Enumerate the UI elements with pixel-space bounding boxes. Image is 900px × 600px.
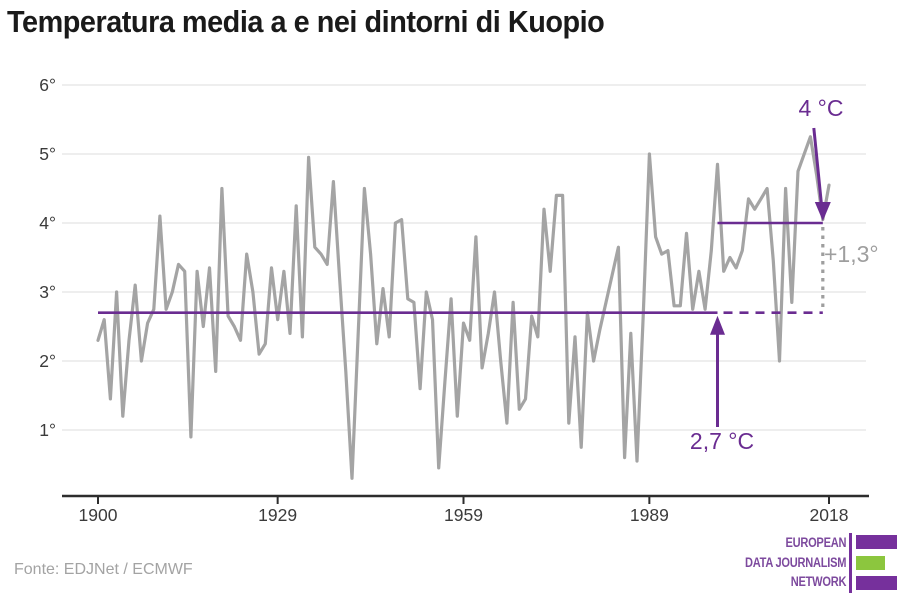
page-title: Temperatura media a e nei dintorni di Ku… bbox=[7, 4, 605, 39]
y-tick-label: 4° bbox=[39, 213, 56, 233]
y-tick-label: 6° bbox=[39, 75, 56, 95]
logo-line-network: NETWORK bbox=[790, 574, 846, 589]
arrowhead-recent-icon bbox=[814, 202, 831, 221]
logo-bars-icon bbox=[852, 533, 898, 593]
temperature-series-line bbox=[96, 135, 831, 480]
source-credit: Fonte: EDJNet / ECMWF bbox=[14, 561, 193, 578]
logo-bar-bottom bbox=[856, 576, 897, 590]
y-tick-label: 2° bbox=[39, 351, 56, 371]
logo-line-data-journalism: DATA JOURNALISM bbox=[744, 554, 846, 570]
y-tick-label: 3° bbox=[39, 282, 56, 302]
x-tick-label: 1929 bbox=[258, 505, 297, 525]
arrow-to-recent-mean bbox=[812, 127, 823, 204]
logo-bar-top bbox=[856, 535, 897, 549]
annotation-recent-mean: 4 °C bbox=[798, 95, 844, 121]
y-tick-label: 1° bbox=[39, 420, 56, 440]
x-tick-label: 1959 bbox=[444, 505, 483, 525]
edjnet-logo: EUROPEAN DATA JOURNALISM NETWORK bbox=[722, 533, 899, 593]
edjnet-logo-text: EUROPEAN DATA JOURNALISM NETWORK bbox=[744, 533, 849, 593]
arrowhead-baseline-icon bbox=[710, 315, 725, 335]
annotation-baseline-mean: 2,7 °C bbox=[689, 428, 755, 454]
logo-bar-middle bbox=[856, 555, 885, 570]
annotation-delta: +1,3° bbox=[824, 241, 879, 267]
logo-divider bbox=[849, 533, 852, 593]
x-tick-label: 1989 bbox=[630, 505, 669, 525]
x-tick-label: 1900 bbox=[79, 505, 118, 525]
y-tick-label: 5° bbox=[39, 144, 56, 164]
x-tick-label: 2018 bbox=[810, 505, 849, 525]
logo-line-european: EUROPEAN bbox=[784, 535, 846, 550]
